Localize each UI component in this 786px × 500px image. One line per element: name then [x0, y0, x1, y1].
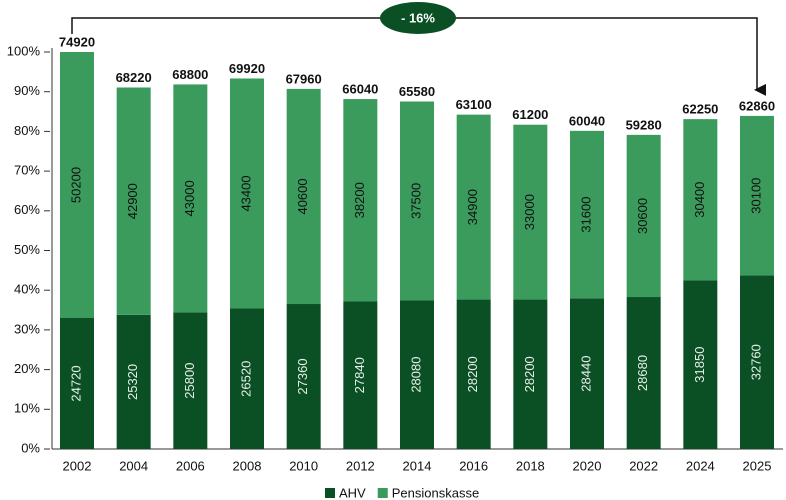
bar-segment — [626, 297, 661, 449]
x-tick-label: 2016 — [459, 458, 488, 473]
y-tick-label: 60% — [14, 202, 40, 217]
bar-segment — [740, 115, 774, 276]
x-tick-label: 2006 — [176, 458, 205, 473]
bar-segment — [116, 87, 151, 315]
bar-segment — [456, 114, 491, 300]
data-label: 34900 — [465, 189, 480, 225]
bar-segment — [173, 312, 208, 449]
data-label: 27360 — [295, 358, 310, 394]
total-label: 63100 — [456, 97, 492, 112]
y-tick-label: 100% — [7, 43, 41, 58]
data-label: 26520 — [238, 361, 253, 397]
data-label: 27840 — [352, 357, 367, 393]
data-label: 30100 — [748, 178, 763, 214]
x-tick-label: 2024 — [686, 458, 715, 473]
data-label: 40600 — [295, 178, 310, 214]
x-tick-label: 2002 — [63, 458, 92, 473]
total-label: 59280 — [626, 117, 662, 132]
y-tick-label: 90% — [14, 83, 40, 98]
y-tick-label: 10% — [14, 401, 40, 416]
total-label: 74920 — [59, 34, 95, 49]
total-label: 65580 — [399, 84, 435, 99]
y-tick-label: 30% — [14, 321, 40, 336]
bar-segment — [230, 308, 264, 449]
bar-segment — [286, 88, 321, 305]
data-label: 24720 — [68, 365, 83, 401]
bar-segment — [456, 299, 491, 449]
data-label: 31600 — [578, 196, 593, 232]
y-tick-label: 50% — [14, 242, 40, 257]
data-label: 25320 — [125, 364, 140, 400]
bar-segment — [230, 78, 264, 309]
data-label: 43400 — [238, 175, 253, 211]
bar-segment — [513, 124, 548, 300]
legend-label: AHV — [339, 485, 366, 500]
legend-swatch — [377, 488, 388, 498]
data-label: 28680 — [635, 355, 650, 391]
data-label: 50200 — [68, 167, 83, 203]
bar-segment — [570, 130, 604, 299]
total-label: 61200 — [512, 107, 548, 122]
x-tick-label: 2014 — [403, 458, 432, 473]
bar-segment — [286, 304, 321, 449]
data-label: 42900 — [125, 183, 140, 219]
total-label: 66040 — [342, 81, 378, 96]
x-tick-label: 2018 — [516, 458, 545, 473]
bar-segment — [570, 298, 604, 449]
legend-label: Pensionskasse — [392, 485, 479, 500]
data-label: 28200 — [465, 356, 480, 392]
total-label: 68220 — [116, 70, 152, 85]
bar-segment — [626, 134, 661, 298]
data-label: 43000 — [182, 180, 197, 216]
data-label: 32760 — [748, 344, 763, 380]
bar-segment — [60, 52, 94, 319]
total-label: 68800 — [172, 67, 208, 82]
bar-segment — [400, 300, 434, 449]
data-label: 37500 — [408, 183, 423, 219]
total-label: 69920 — [229, 61, 265, 76]
total-label: 62250 — [682, 102, 718, 117]
x-tick-label: 2020 — [573, 458, 602, 473]
y-tick-label: 20% — [14, 361, 40, 376]
bar-segment — [343, 301, 378, 449]
bar-segment — [683, 280, 718, 449]
bar-segment — [683, 119, 718, 281]
data-label: 28200 — [522, 356, 537, 392]
data-label: 28440 — [578, 356, 593, 392]
bar-segment — [740, 275, 774, 449]
y-tick-label: 40% — [14, 282, 40, 297]
data-label: 28080 — [408, 357, 423, 393]
bar-segment — [513, 299, 548, 449]
x-tick-label: 2010 — [289, 458, 318, 473]
data-label: 25800 — [182, 363, 197, 399]
y-tick-label: 80% — [14, 123, 40, 138]
x-tick-label: 2022 — [629, 458, 658, 473]
legend-swatch — [325, 488, 335, 498]
bar-segment — [173, 84, 208, 313]
total-label: 62860 — [739, 98, 775, 113]
annotation-badge — [380, 2, 456, 34]
data-label: 31850 — [692, 347, 707, 383]
x-tick-label: 2025 — [743, 458, 772, 473]
annotation: - 16% — [401, 10, 435, 25]
bar-segment — [116, 314, 151, 449]
y-tick-label: 70% — [14, 163, 40, 178]
total-label: 67960 — [286, 71, 322, 86]
x-tick-label: 2008 — [233, 458, 262, 473]
x-tick-label: 2004 — [119, 458, 148, 473]
y-tick-label: 0% — [21, 440, 40, 455]
bar-segment — [343, 99, 378, 302]
bar-segment — [400, 101, 434, 301]
data-label: 30400 — [692, 182, 707, 218]
total-label: 60040 — [569, 113, 605, 128]
x-tick-label: 2012 — [346, 458, 375, 473]
data-label: 33000 — [522, 194, 537, 230]
data-label: 38200 — [352, 182, 367, 218]
bar-segment — [60, 318, 94, 449]
data-label: 30600 — [635, 198, 650, 234]
